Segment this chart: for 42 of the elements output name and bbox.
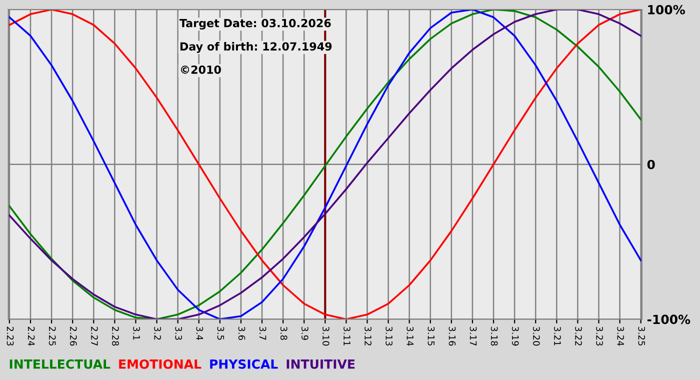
annotation: Target Date: 03.10.2026 [180,18,331,30]
x-tick-label: 3.19 [512,326,519,346]
x-tick-label: 3.6 [238,326,246,340]
x-tick-label: 2.25 [48,326,56,346]
text: INTUITIVE [286,360,355,369]
text: INTELLECTUAL [10,359,110,369]
x-tick-label: 2.23 [6,326,14,346]
text: EMOTIONAL [119,359,202,369]
y-tick-label: 0 [647,160,655,170]
x-tick-label: 3.5 [217,326,224,340]
x-tick-label: 3.4 [196,326,204,340]
x-tick-label: 2.24 [28,326,35,346]
line-series [8,10,642,320]
x-tick-label: 3.3 [175,326,182,340]
x-tick-label: 3.13 [386,326,392,346]
x-tick-label: 3.9 [301,326,308,340]
x-tick-label: 2.26 [70,326,77,346]
x-tick-label: 3.20 [532,326,540,346]
x-tick-label: 3.12 [364,326,372,346]
x-tick-label: 3.16 [448,326,456,346]
y-tick-label: -100% [647,314,690,324]
x-tick-label: 3.17 [470,326,477,346]
x-tick-label: 3.18 [490,326,498,346]
x-tick-label: 3.1 [133,326,140,340]
x-tick-label: 3.24 [617,326,624,346]
x-tick-label: 2.28 [112,326,119,346]
x-tick-label: 3.11 [344,326,350,346]
text: PHYSICAL [210,359,278,369]
x-tick-label: 3.15 [428,326,435,346]
x-tick-label: 3.7 [259,326,266,340]
x-tick-label: 3.10 [322,326,330,346]
x-tick-label: 3.2 [154,326,161,340]
x-tick-label: 3.25 [638,326,646,346]
x-tick-label: 3.23 [596,326,603,346]
x-tick-label: 2.27 [91,326,98,346]
annotation: ©2010 [180,65,221,74]
y-tick-label: 100% [648,4,685,14]
x-tick-label: 3.14 [406,326,414,346]
x-tick-label: 3.22 [575,326,582,346]
x-tick-label: 3.8 [280,326,288,340]
x-tick-label: 3.21 [554,326,561,346]
annotation: Day of birth: 12.07.1949 [180,42,332,53]
